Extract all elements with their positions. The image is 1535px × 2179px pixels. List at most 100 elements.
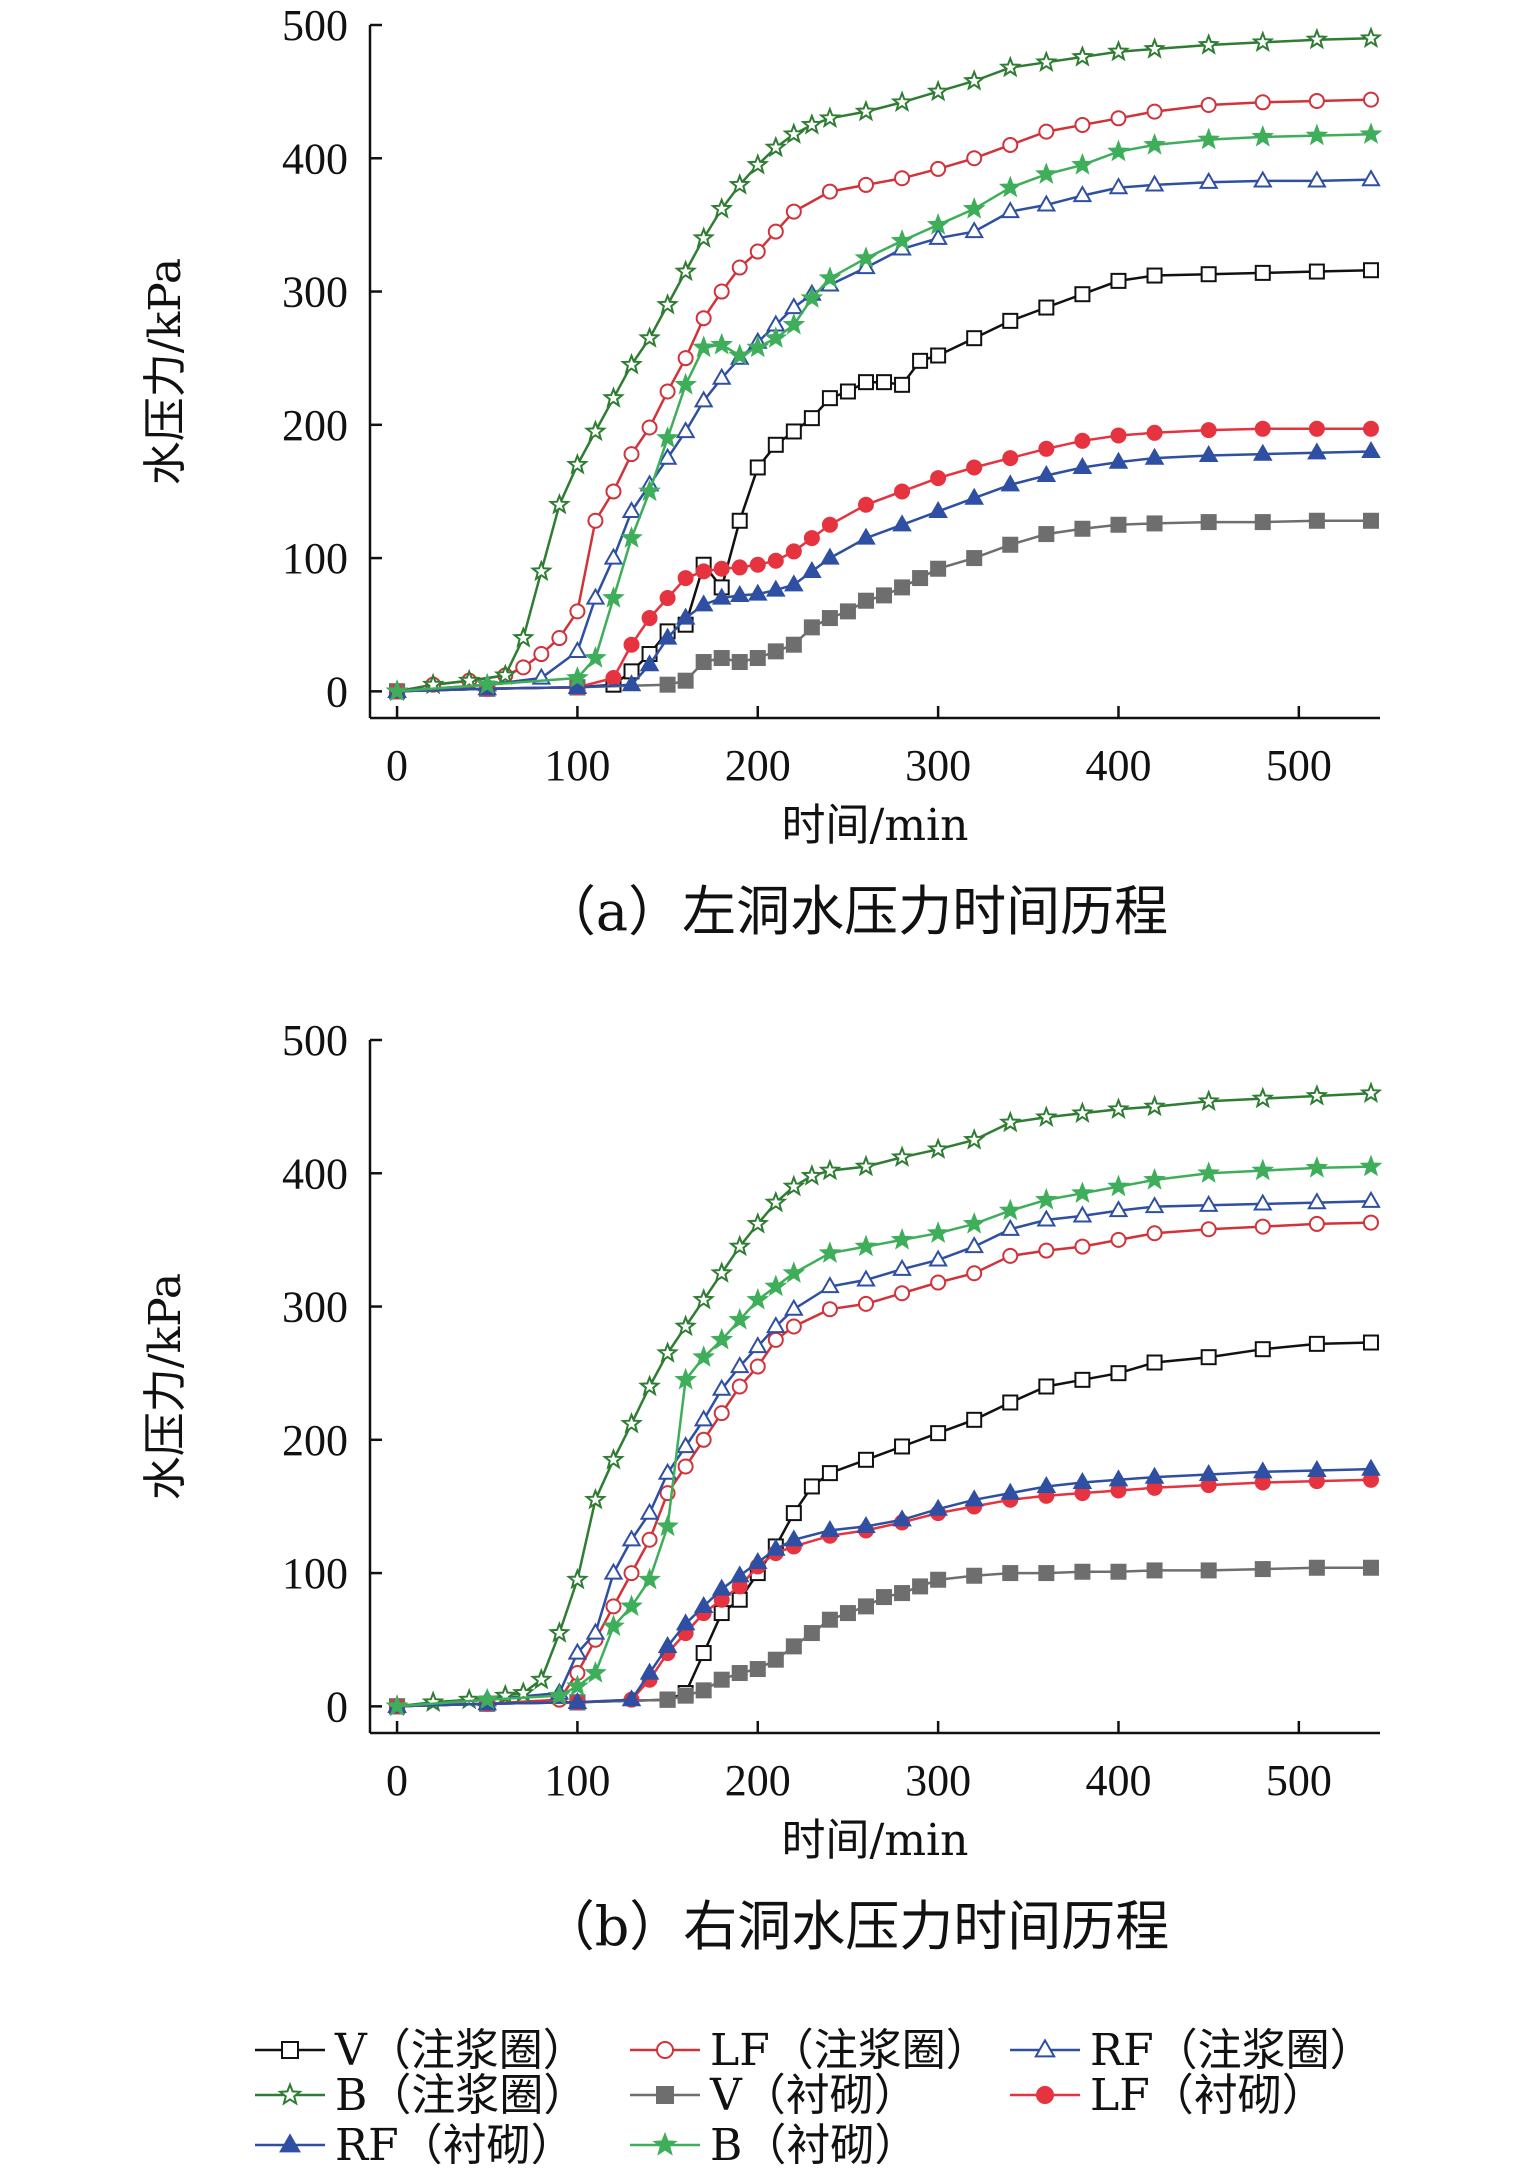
- data-point: [857, 496, 874, 513]
- data-point: [1307, 1460, 1327, 1478]
- series-line: [397, 1341, 1372, 1708]
- data-point: [1107, 1097, 1130, 1120]
- data-point: [1035, 162, 1058, 184]
- series-line: [397, 178, 1372, 693]
- data-point: [1107, 1174, 1130, 1197]
- data-point: [566, 1567, 589, 1590]
- data-point: [1038, 440, 1055, 457]
- data-point: [731, 259, 748, 276]
- data-point: [747, 1552, 768, 1570]
- data-point: [620, 526, 643, 548]
- data-point: [767, 1651, 784, 1668]
- legend-label: RF（衬砌）: [335, 2120, 575, 2171]
- data-point: [1252, 1461, 1273, 1479]
- data-point: [1110, 110, 1127, 127]
- data-point: [657, 627, 678, 645]
- data-point: [1036, 1209, 1057, 1227]
- data-point: [674, 1367, 697, 1390]
- data-point: [1144, 1196, 1165, 1214]
- data-point: [659, 383, 676, 400]
- data-point: [1308, 1559, 1325, 1576]
- data-point: [856, 257, 876, 275]
- data-point: [930, 470, 947, 487]
- data-point: [623, 446, 640, 463]
- data-point: [587, 512, 604, 529]
- data-point: [1361, 441, 1381, 459]
- legend-item: V（衬砌）: [630, 2070, 918, 2121]
- data-point: [764, 1274, 788, 1297]
- series-line: [397, 1200, 1372, 1708]
- data-point: [820, 1276, 840, 1294]
- chart-caption: （b）右洞水压力时间历程: [541, 1895, 1170, 1958]
- y-tick-label: 100: [282, 1549, 348, 1598]
- data-point: [639, 1662, 660, 1680]
- data-point: [749, 1661, 766, 1678]
- data-point: [728, 172, 752, 195]
- data-point: [856, 1269, 876, 1287]
- data-point: [928, 1498, 948, 1516]
- data-point: [966, 150, 983, 167]
- data-point: [857, 1598, 874, 1615]
- legend-label: B（衬砌）: [710, 2120, 918, 2171]
- data-point: [1308, 420, 1325, 437]
- data-point: [1108, 451, 1129, 469]
- data-point: [692, 335, 715, 358]
- data-point: [1200, 422, 1217, 439]
- data-point: [1036, 194, 1057, 212]
- x-tick-label: 0: [386, 1756, 408, 1805]
- data-point: [930, 160, 947, 177]
- data-point: [1251, 1086, 1275, 1109]
- data-point: [839, 1605, 856, 1622]
- data-point: [1252, 1193, 1273, 1211]
- series-line: [397, 1221, 1372, 1708]
- legend-marker: [277, 2081, 303, 2106]
- series-line: [397, 268, 1372, 693]
- data-point: [930, 1571, 947, 1588]
- data-point: [892, 1258, 912, 1276]
- data-point: [926, 1137, 950, 1159]
- data-point: [928, 227, 948, 245]
- data-point: [692, 1287, 715, 1310]
- data-point: [966, 1567, 983, 1584]
- data-point: [749, 650, 766, 667]
- data-point: [641, 1531, 658, 1548]
- data-point: [638, 1567, 661, 1590]
- data-point: [930, 1425, 947, 1442]
- data-point: [1251, 30, 1275, 52]
- x-tick-label: 100: [544, 741, 610, 790]
- data-point: [710, 1261, 734, 1283]
- data-point: [803, 410, 820, 427]
- data-point: [1197, 33, 1220, 55]
- data-point: [1038, 299, 1055, 316]
- data-point: [1143, 1094, 1166, 1117]
- data-point: [1038, 123, 1055, 140]
- y-tick-label: 500: [282, 1, 348, 50]
- data-point: [857, 176, 874, 193]
- data-point: [603, 1562, 624, 1580]
- data-point: [1362, 1559, 1379, 1576]
- data-point: [930, 1274, 947, 1291]
- data-point: [749, 1358, 766, 1375]
- legend-marker: [1036, 2086, 1054, 2104]
- legend-label: V（衬砌）: [709, 2070, 918, 2121]
- data-point: [1038, 1378, 1055, 1395]
- data-point: [894, 579, 911, 596]
- data-point: [713, 560, 730, 577]
- data-point: [857, 592, 874, 609]
- data-point: [1110, 1365, 1127, 1382]
- data-point: [1002, 450, 1019, 467]
- data-point: [926, 79, 950, 102]
- data-point: [1197, 127, 1220, 150]
- data-point: [1254, 94, 1271, 111]
- data-point: [1074, 432, 1091, 449]
- data-point: [803, 1478, 820, 1495]
- data-point: [926, 212, 950, 235]
- data-point: [729, 584, 750, 602]
- data-point: [912, 1578, 929, 1595]
- data-point: [1074, 1238, 1091, 1255]
- data-point: [1002, 136, 1019, 153]
- data-point: [693, 390, 714, 408]
- data-point: [1143, 37, 1166, 59]
- data-point: [421, 1690, 445, 1712]
- data-point: [1254, 1561, 1271, 1578]
